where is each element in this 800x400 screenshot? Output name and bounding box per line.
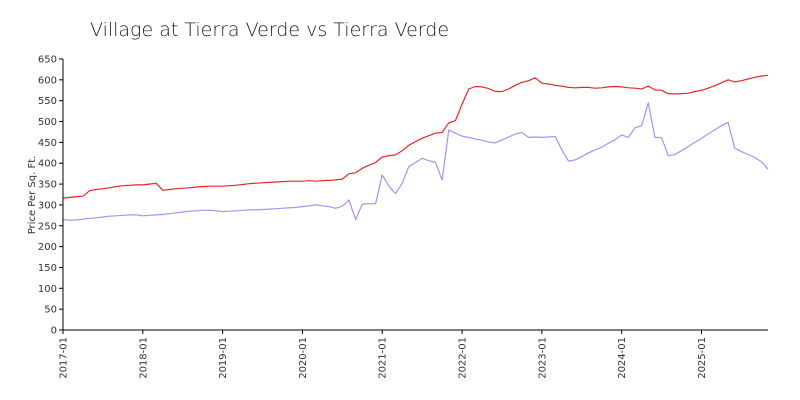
x-ticks: 2017-01 2018-01 2019-01 2020-01 2021-01 2022-…: [59, 330, 708, 379]
y-tick-label: 200: [38, 242, 57, 253]
y-tick-label: 400: [38, 159, 57, 170]
y-tick-label: 650: [38, 55, 57, 66]
x-tick-label: 2024-01: [617, 337, 628, 379]
y-tick-label: 150: [38, 263, 57, 274]
x-tick-label: 2021-01: [378, 337, 389, 379]
y-tick-label: 50: [44, 305, 57, 316]
y-tick-label: 350: [38, 180, 57, 191]
y-tick-label: 550: [38, 96, 57, 107]
x-tick-label: 2020-01: [298, 337, 309, 379]
x-tick-label: 2019-01: [218, 337, 229, 379]
y-axis-label: Price Per Sq. Ft.: [27, 156, 38, 235]
y-ticks: 0 50 100 150 200 250 300 350 400 450 500 550 600 650: [38, 55, 63, 337]
series-line-blue: [62, 102, 769, 221]
axes-layer: [62, 59, 768, 331]
series-layer: [62, 74, 769, 221]
y-tick-label: 0: [51, 326, 57, 337]
x-tick-label: 2017-01: [59, 337, 70, 379]
y-tick-label: 600: [38, 75, 57, 86]
y-tick-label: 450: [38, 138, 57, 149]
series-line-red: [62, 74, 769, 199]
chart-title: Village at Tierra Verde vs Tierra Verde: [90, 19, 449, 41]
x-tick-label: 2022-01: [458, 337, 469, 379]
y-tick-label: 300: [38, 200, 57, 211]
x-tick-label: 2025-01: [697, 337, 708, 379]
x-tick-label: 2018-01: [138, 337, 149, 379]
y-tick-label: 500: [38, 117, 57, 128]
y-tick-label: 100: [38, 284, 57, 295]
x-tick-label: 2023-01: [537, 337, 548, 379]
y-tick-label: 250: [38, 221, 57, 232]
